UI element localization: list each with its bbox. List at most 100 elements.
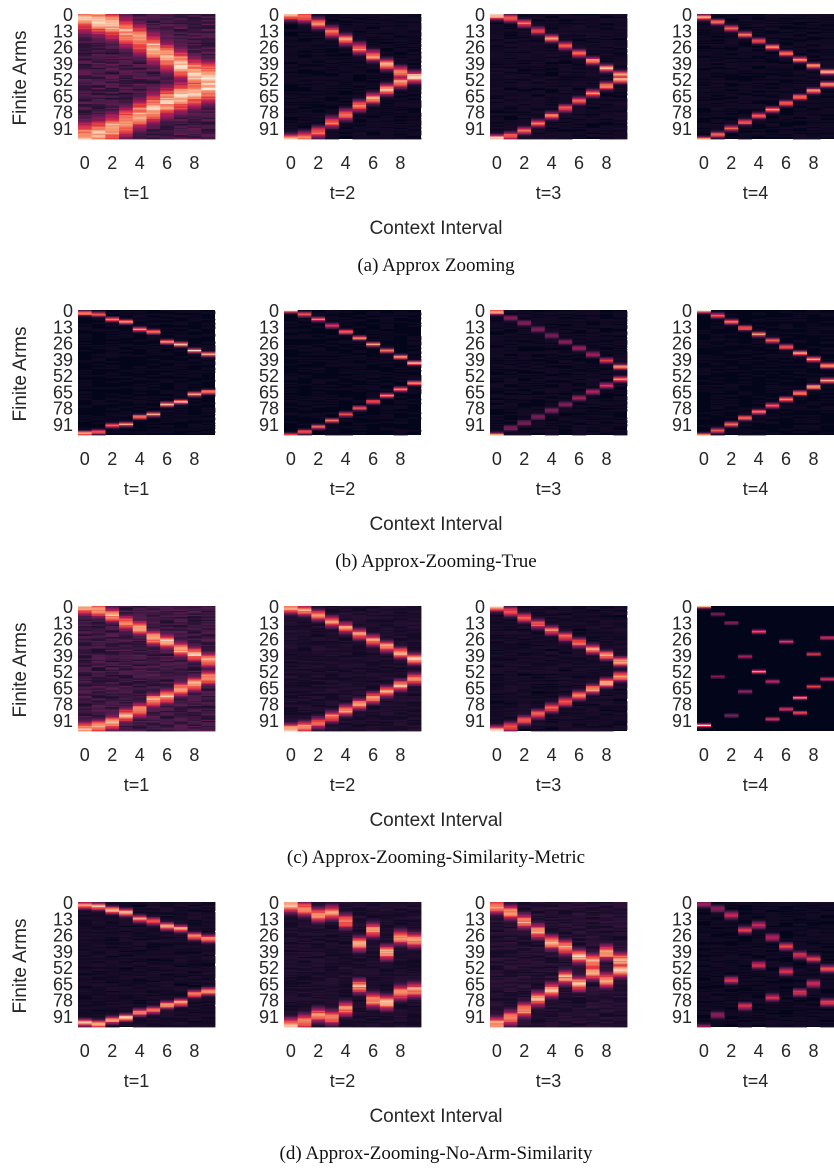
heatmap-cell xyxy=(187,106,202,109)
heatmap-cell xyxy=(558,65,573,67)
heatmap-cell xyxy=(544,403,559,406)
heatmap-cell xyxy=(710,318,725,321)
heatmap-cell xyxy=(187,41,202,44)
heatmap-cell xyxy=(393,355,408,357)
heatmap-cell xyxy=(517,59,532,61)
heatmap-cell xyxy=(187,370,202,372)
heatmap-cell xyxy=(160,428,175,431)
heatmap-cell xyxy=(599,17,614,20)
heatmap-cell xyxy=(297,330,312,332)
heatmap-cell xyxy=(724,370,739,372)
heatmap-cell xyxy=(710,85,725,87)
heatmap-cell xyxy=(490,430,505,432)
heatmap-cell xyxy=(779,85,794,87)
heatmap-cell xyxy=(160,406,175,408)
heatmap-cell xyxy=(173,67,188,70)
heatmap-cell xyxy=(160,14,175,16)
subplot-title: t=1 xyxy=(124,183,150,203)
heatmap-cell xyxy=(697,97,712,100)
heatmap-cell xyxy=(806,40,821,42)
heatmap-cell xyxy=(572,336,587,338)
heatmap-cell xyxy=(352,335,367,337)
heatmap-cell xyxy=(78,21,93,24)
heatmap-cell xyxy=(517,45,532,47)
heatmap-cell xyxy=(531,322,546,325)
heatmap-cell xyxy=(379,416,394,418)
heatmap-cell xyxy=(613,117,628,120)
heatmap-cell xyxy=(105,19,120,21)
heatmap-cell xyxy=(91,101,106,104)
heatmap-cell xyxy=(393,42,408,45)
heatmap-cell xyxy=(284,52,299,55)
heatmap-cell xyxy=(325,77,340,80)
heatmap-cell xyxy=(91,17,106,20)
heatmap-cell xyxy=(91,106,106,109)
heatmap-cell xyxy=(311,77,326,80)
heatmap-cell xyxy=(558,420,573,422)
heatmap-cell xyxy=(751,64,766,66)
heatmap-cell xyxy=(820,70,834,72)
heatmap-cell xyxy=(572,26,587,29)
heatmap-cell xyxy=(407,382,422,385)
heatmap-cell xyxy=(379,317,394,320)
heatmap-cell xyxy=(338,40,353,42)
heatmap-cell xyxy=(724,398,739,401)
heatmap-cell xyxy=(751,313,766,316)
heatmap-cell xyxy=(490,92,505,95)
heatmap-cell xyxy=(173,75,188,77)
heatmap-cell xyxy=(325,433,340,436)
heatmap-cell xyxy=(613,132,628,135)
heatmap-cell xyxy=(379,30,394,32)
heatmap-cell xyxy=(352,132,367,135)
heatmap-cell xyxy=(792,50,807,52)
heatmap-cell xyxy=(613,64,628,66)
heatmap-cell xyxy=(572,109,587,111)
heatmap-cell xyxy=(91,27,106,30)
heatmap-cell xyxy=(710,106,725,109)
heatmap-cell xyxy=(201,25,216,27)
heatmap-cell xyxy=(792,29,807,31)
heatmap-cell xyxy=(517,136,532,139)
heatmap-cell xyxy=(572,356,587,358)
heatmap-cell xyxy=(544,391,559,393)
heatmap-cell xyxy=(517,22,532,25)
heatmap-cell xyxy=(490,69,505,71)
heatmap-cell xyxy=(201,361,216,363)
heatmap-cell xyxy=(78,72,93,75)
heatmap-cell xyxy=(490,401,505,403)
heatmap-cell xyxy=(572,340,587,342)
heatmap-cell xyxy=(765,91,780,94)
heatmap-cell xyxy=(146,36,161,39)
heatmap-cell xyxy=(311,136,326,139)
heatmap-cell xyxy=(613,362,628,365)
heatmap-cell xyxy=(311,15,326,17)
heatmap-cell xyxy=(352,129,367,131)
heatmap-cell xyxy=(91,67,106,70)
heatmap-cell xyxy=(338,117,353,120)
heatmap-cell xyxy=(105,121,120,124)
heatmap-cell xyxy=(531,114,546,116)
heatmap-cell xyxy=(173,136,188,139)
heatmap-cell xyxy=(173,60,188,62)
heatmap-cell xyxy=(201,94,216,96)
heatmap-cell xyxy=(779,104,794,106)
heatmap-cell xyxy=(187,92,202,95)
heatmap-cell xyxy=(146,401,161,403)
heatmap-cell xyxy=(585,348,600,351)
heatmap-cell xyxy=(572,325,587,327)
heatmap-cell xyxy=(613,351,628,353)
heatmap-cell xyxy=(697,104,712,106)
heatmap-cell xyxy=(352,36,367,39)
heatmap-cell xyxy=(311,80,326,82)
heatmap-cell xyxy=(105,40,120,42)
heatmap-cell xyxy=(311,378,326,381)
heatmap-cell xyxy=(531,15,546,17)
heatmap-cell xyxy=(284,46,299,49)
heatmap-cell xyxy=(119,79,134,81)
heatmap-cell xyxy=(160,116,175,119)
heatmap-cell xyxy=(91,111,106,114)
heatmap-cell xyxy=(352,355,367,357)
heatmap-cell xyxy=(820,30,834,32)
heatmap-cell xyxy=(572,77,587,80)
heatmap-cell xyxy=(820,64,834,66)
